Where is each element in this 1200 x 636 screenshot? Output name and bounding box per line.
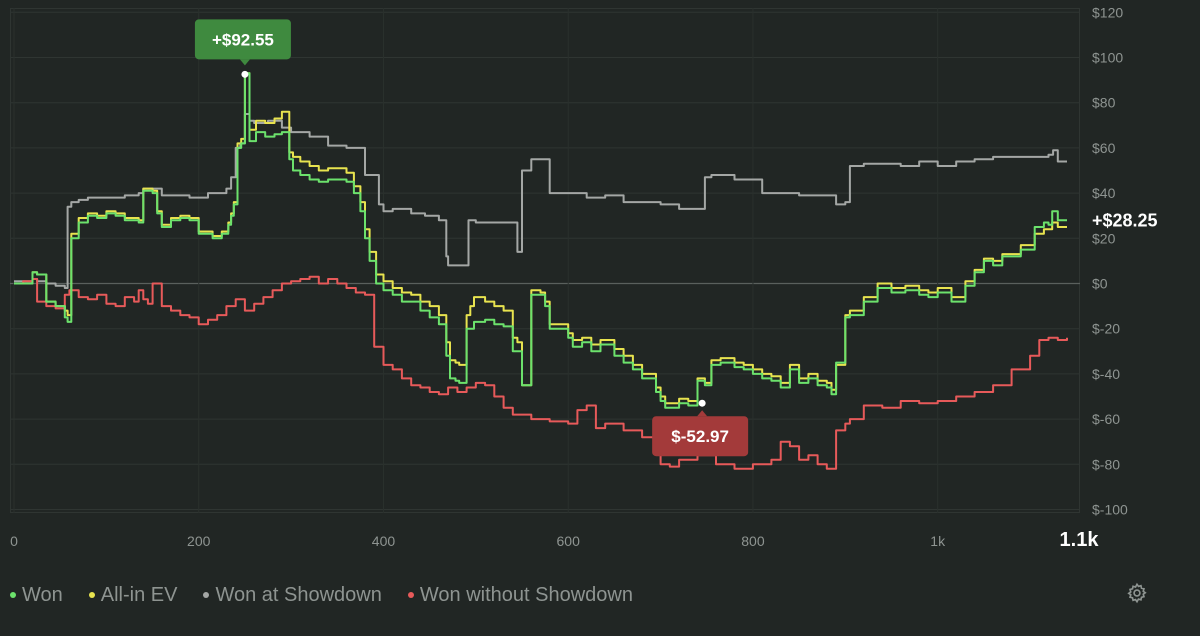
callout-pointer [239, 59, 250, 66]
series-line-all-in-ev [14, 72, 1067, 405]
x-tick-label: 1k [930, 533, 946, 549]
y-tick-label: $100 [1092, 50, 1123, 66]
y-tick-label: $-80 [1092, 456, 1120, 472]
y-tick-label: $80 [1092, 95, 1116, 111]
legend-dot [10, 592, 16, 598]
legend-label: All-in EV [100, 583, 178, 606]
max-label: +$92.55 [212, 30, 274, 49]
legend-label: Won without Showdown [419, 583, 633, 606]
legend-item-won-without-showdown[interactable]: Won without Showdown [407, 583, 633, 607]
plot-area [10, 8, 1080, 513]
min-callout [652, 416, 749, 457]
y-tick-label: $20 [1092, 230, 1116, 246]
callout-point [698, 399, 706, 407]
series-line-won-without-showdown [14, 275, 1068, 470]
y-tick-label: $-60 [1092, 411, 1120, 427]
legend-dot [88, 592, 95, 598]
legend-dot [407, 592, 414, 598]
min-label: $-52.97 [671, 427, 729, 446]
x-tick-label: 1.1k [1060, 529, 1100, 551]
y-tick-label: $40 [1092, 185, 1116, 201]
settings-button[interactable] [1124, 580, 1150, 606]
legend: Won All-in EV Won at Showdown Won without S… [10, 580, 633, 610]
legend-dot [203, 592, 210, 598]
callout-point [241, 70, 249, 78]
gear-icon [1127, 582, 1147, 604]
callout-pointer [697, 410, 708, 417]
legend-item-won[interactable]: Won [10, 584, 63, 607]
end-value-label: +$28.25 [1092, 211, 1158, 231]
legend-item-won-at-showdown[interactable]: Won at Showdown [203, 583, 382, 607]
y-tick-label: $-100 [1092, 502, 1128, 518]
x-tick-label: 800 [741, 533, 765, 549]
y-tick-label: $0 [1092, 276, 1108, 292]
series-line-won [14, 72, 1067, 409]
legend-label: Won at Showdown [215, 583, 382, 606]
legend-item-all-in-ev[interactable]: All-in EV [88, 583, 178, 607]
y-tick-label: $120 [1092, 4, 1123, 20]
x-tick-label: 0 [10, 533, 18, 549]
y-tick-label: $-20 [1092, 321, 1120, 337]
x-tick-label: 200 [187, 533, 211, 549]
x-tick-label: 400 [372, 533, 396, 549]
legend-label: Won [22, 583, 63, 606]
x-tick-label: 600 [557, 533, 581, 549]
series-line-won-at-showdown [14, 113, 1067, 289]
y-tick-label: $-40 [1092, 366, 1120, 382]
y-tick-label: $60 [1092, 140, 1116, 156]
max-callout [194, 19, 291, 60]
